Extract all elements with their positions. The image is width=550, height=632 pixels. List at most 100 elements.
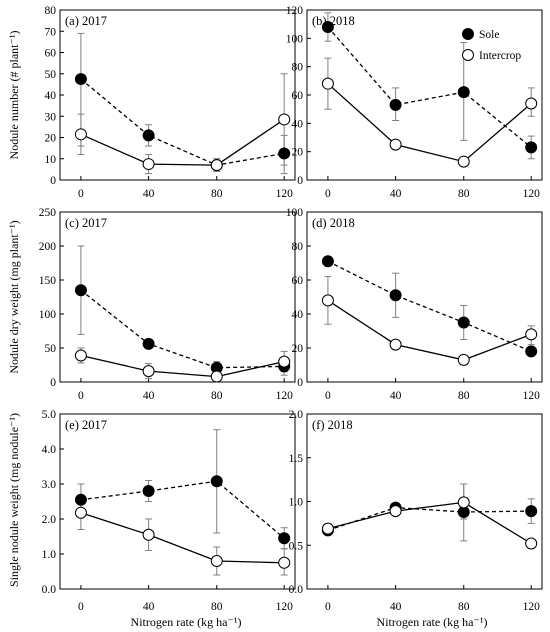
data-point-intercrop (389, 505, 402, 518)
series-line-sole (80, 78, 285, 166)
x-tick-label: 0 (325, 601, 331, 613)
plot-frame (59, 211, 296, 383)
x-tick-label: 0 (78, 601, 84, 613)
data-point-intercrop (278, 556, 291, 569)
data-point-sole (321, 21, 334, 33)
y-tick-label: 10 (45, 154, 57, 166)
x-tick-label: 0 (78, 188, 84, 200)
data-point-sole (321, 255, 334, 268)
y-tick-label: 40 (292, 309, 304, 321)
y-tick-label: 60 (45, 48, 57, 60)
x-tick-label: 80 (458, 601, 470, 613)
y-tick-label: 70 (45, 26, 57, 38)
data-point-sole (142, 129, 155, 142)
x-tick-label: 40 (143, 390, 155, 402)
data-point-intercrop (74, 349, 87, 362)
data-point-intercrop (74, 506, 87, 519)
y-tick-label: 150 (39, 275, 57, 287)
data-point-intercrop (142, 158, 155, 171)
y-tick-label: 30 (45, 111, 57, 123)
panel-title: (f) 2018 (312, 418, 353, 432)
y-tick-label: 20 (292, 343, 304, 355)
x-tick-label: 40 (143, 601, 155, 613)
plot-frame (306, 9, 543, 181)
y-tick-label: 1.0 (42, 549, 57, 561)
x-tick-label: 120 (276, 188, 294, 200)
data-point-sole (142, 485, 155, 497)
data-point-intercrop (525, 328, 538, 341)
series-line-sole (80, 480, 285, 539)
panel-title: (e) 2017 (65, 418, 107, 432)
y-tick-label: 80 (292, 62, 304, 74)
data-point-intercrop (525, 537, 538, 550)
y-tick-label: 80 (292, 241, 304, 253)
x-tick-label: 40 (143, 188, 155, 200)
panel-a: (a) 2017 0 10 20 30 40 50 60 70 80 0 40 80 120 (45, 5, 296, 200)
legend: Sole Intercrop (462, 28, 521, 62)
row-title-single-nodule-weight: Single nodule weight (mg nodule⁻¹) (7, 413, 21, 587)
plot-frame (59, 9, 296, 181)
data-point-sole (525, 345, 538, 358)
legend-label-sole: Sole (479, 29, 499, 41)
series-line-sole (327, 26, 532, 148)
data-point-sole (74, 493, 87, 506)
x-tick-label: 40 (390, 188, 402, 200)
x-tick-label: 80 (458, 188, 470, 200)
data-point-sole (525, 141, 538, 154)
data-point-sole (142, 337, 155, 350)
x-tick-label: 120 (276, 601, 294, 613)
data-point-sole (457, 86, 470, 99)
y-tick-label: 60 (292, 275, 304, 287)
x-tick-label: 120 (523, 390, 541, 402)
series-line-intercrop (80, 354, 285, 378)
legend-marker-sole (462, 28, 474, 40)
y-tick-label: 250 (39, 207, 57, 219)
x-axis-title-left: Nitrogen rate (kg ha⁻¹) (131, 615, 242, 629)
x-tick-label: 40 (390, 390, 402, 402)
x-tick-label: 0 (325, 390, 331, 402)
data-point-intercrop (321, 77, 334, 90)
panel-f: (f) 2018 0.0 0.5 1.0 1.5 2.0 0 40 80 120 (289, 409, 543, 613)
data-point-intercrop (210, 370, 223, 383)
x-tick-label: 40 (390, 601, 402, 613)
series-line-intercrop (327, 299, 532, 361)
panel-d: (d) 2018 0 20 40 60 80 100 0 40 80 120 (286, 207, 543, 402)
y-tick-label: 0.0 (42, 584, 57, 596)
x-tick-label: 80 (211, 188, 223, 200)
series-line-sole (80, 289, 285, 369)
y-tick-label: 50 (45, 343, 57, 355)
y-tick-label: 120 (286, 5, 304, 17)
x-tick-label: 80 (211, 601, 223, 613)
y-tick-label: 80 (45, 5, 57, 17)
data-point-intercrop (389, 338, 402, 351)
y-tick-label: 50 (45, 69, 57, 81)
plot-frame (306, 413, 543, 590)
data-point-sole (457, 316, 470, 329)
row-titles: Nodule number (# plant⁻¹) Nodule dry wei… (7, 31, 21, 587)
panel-title: (a) 2017 (65, 14, 107, 28)
data-point-sole (389, 289, 402, 302)
panel-e: (e) 2017 0.0 1.0 2.0 3.0 4.0 5.0 0 40 80 120 (42, 409, 296, 613)
y-tick-label: 100 (39, 309, 57, 321)
y-tick-label: 0.0 (289, 584, 304, 596)
data-point-intercrop (457, 353, 470, 366)
y-tick-label: 3.0 (42, 479, 57, 491)
data-point-intercrop (74, 128, 87, 141)
x-tick-label: 0 (78, 390, 84, 402)
data-point-sole (74, 284, 87, 297)
y-tick-label: 60 (292, 90, 304, 102)
data-point-sole (525, 505, 538, 518)
legend-marker-intercrop (462, 49, 474, 61)
data-point-intercrop (210, 555, 223, 567)
data-point-sole (210, 475, 223, 488)
data-point-sole (74, 73, 87, 86)
panel-title: (c) 2017 (65, 216, 107, 230)
x-tick-label: 80 (211, 390, 223, 402)
y-tick-label: 20 (45, 133, 57, 145)
data-point-intercrop (525, 97, 538, 110)
y-tick-label: 4.0 (42, 444, 57, 456)
series-line-intercrop (327, 83, 532, 163)
